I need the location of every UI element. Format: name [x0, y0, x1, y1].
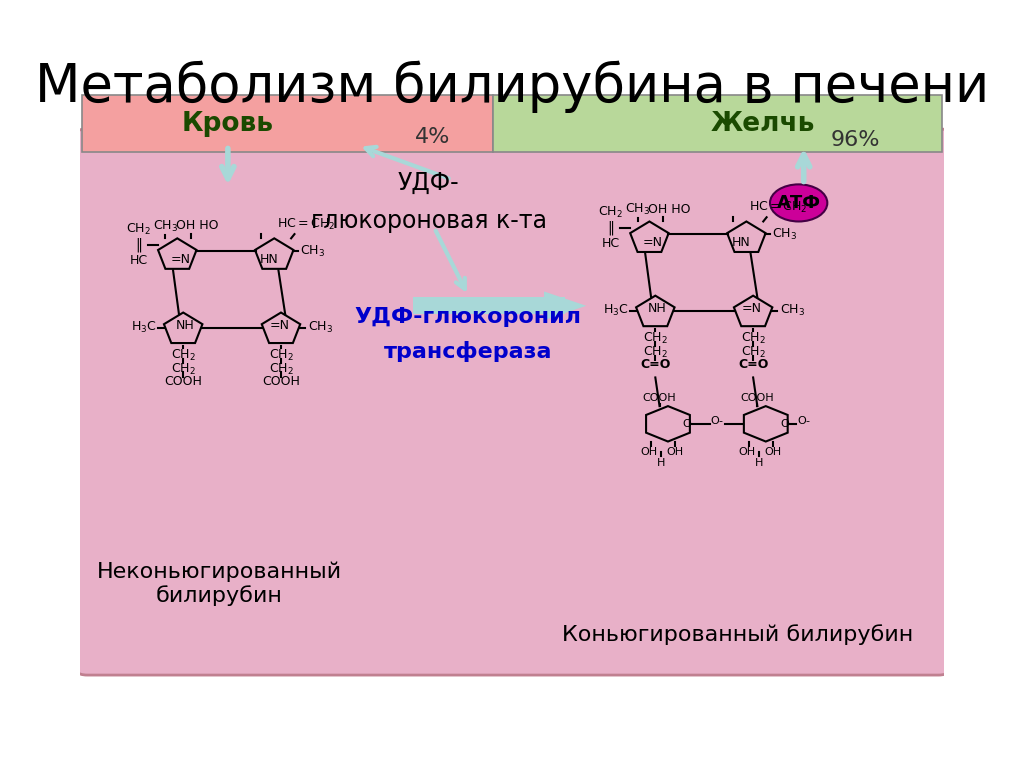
Text: CH$_2$: CH$_2$	[598, 205, 623, 220]
Text: NH: NH	[647, 302, 667, 314]
Text: CH$_2$: CH$_2$	[171, 348, 196, 363]
Text: OH HO: OH HO	[648, 202, 691, 216]
Text: =N: =N	[741, 302, 762, 314]
Text: O: O	[682, 419, 691, 429]
Text: H: H	[755, 458, 763, 468]
Text: CH$_3$: CH$_3$	[300, 243, 325, 258]
Text: трансфераза: трансфераза	[384, 341, 552, 362]
Text: NH: NH	[175, 318, 195, 331]
Text: Коньюгированный билирубин: Коньюгированный билирубин	[562, 624, 913, 645]
Polygon shape	[544, 291, 586, 320]
Text: OH HO: OH HO	[176, 219, 219, 232]
Text: глюкороновая к-та: глюкороновая к-та	[310, 209, 547, 233]
Text: O-: O-	[798, 416, 811, 426]
Text: COOH: COOH	[740, 393, 774, 403]
Text: УДФ-глюкоронил: УДФ-глюкоронил	[354, 307, 582, 327]
Text: Кровь: Кровь	[182, 110, 273, 137]
Text: =N: =N	[171, 253, 190, 266]
Text: CH$_3$: CH$_3$	[780, 303, 805, 318]
Text: H$_3$C: H$_3$C	[131, 320, 157, 335]
Text: CH$_3$: CH$_3$	[308, 320, 333, 335]
Text: CH$_2$: CH$_2$	[643, 344, 668, 360]
Text: CH$_3$: CH$_3$	[772, 226, 797, 242]
Text: CH$_2$: CH$_2$	[643, 331, 668, 346]
FancyBboxPatch shape	[82, 95, 494, 153]
Text: HC: HC	[601, 237, 620, 249]
Text: CH$_2$: CH$_2$	[740, 331, 766, 346]
Text: Метаболизм билирубина в печени: Метаболизм билирубина в печени	[35, 61, 989, 113]
Text: Неконьюгированный
билирубин: Неконьюгированный билирубин	[97, 561, 342, 607]
Text: HN: HN	[260, 253, 279, 266]
Text: УДФ-: УДФ-	[397, 170, 460, 195]
FancyBboxPatch shape	[414, 298, 565, 314]
Text: Желчь: Желчь	[711, 110, 815, 137]
Text: COOH: COOH	[643, 393, 677, 403]
Text: OH: OH	[641, 447, 658, 457]
Text: COOH: COOH	[164, 375, 202, 388]
Text: =N: =N	[643, 236, 663, 249]
Text: АТФ: АТФ	[776, 194, 820, 212]
Text: HC$=$CH$_2$: HC$=$CH$_2$	[750, 199, 808, 215]
Text: C=O: C=O	[738, 358, 768, 371]
Text: H: H	[657, 458, 666, 468]
Text: HC$=$CH$_2$: HC$=$CH$_2$	[278, 216, 336, 232]
Text: OH: OH	[738, 447, 756, 457]
FancyBboxPatch shape	[494, 95, 942, 153]
Text: CH$_3$: CH$_3$	[153, 219, 178, 234]
Text: CH$_2$: CH$_2$	[268, 348, 294, 363]
Text: CH$_3$: CH$_3$	[625, 202, 650, 217]
FancyBboxPatch shape	[72, 129, 953, 675]
Text: ‖: ‖	[607, 221, 614, 235]
Text: 96%: 96%	[830, 130, 881, 150]
Text: HN: HN	[732, 236, 751, 249]
Text: O: O	[780, 419, 788, 429]
Text: =N: =N	[269, 318, 290, 331]
Text: CH$_2$: CH$_2$	[740, 344, 766, 360]
Text: COOH: COOH	[262, 375, 300, 388]
Text: HC: HC	[129, 254, 147, 266]
Text: OH: OH	[667, 447, 683, 457]
Text: H$_3$C: H$_3$C	[603, 303, 629, 318]
Text: CH$_2$: CH$_2$	[171, 361, 196, 377]
Text: O-: O-	[711, 416, 723, 426]
Text: CH$_2$: CH$_2$	[126, 222, 151, 237]
Text: CH$_2$: CH$_2$	[268, 361, 294, 377]
Text: ‖: ‖	[135, 238, 142, 252]
Text: C=O: C=O	[640, 358, 671, 371]
Ellipse shape	[770, 184, 827, 222]
Text: OH: OH	[764, 447, 781, 457]
Text: 4%: 4%	[415, 127, 451, 147]
